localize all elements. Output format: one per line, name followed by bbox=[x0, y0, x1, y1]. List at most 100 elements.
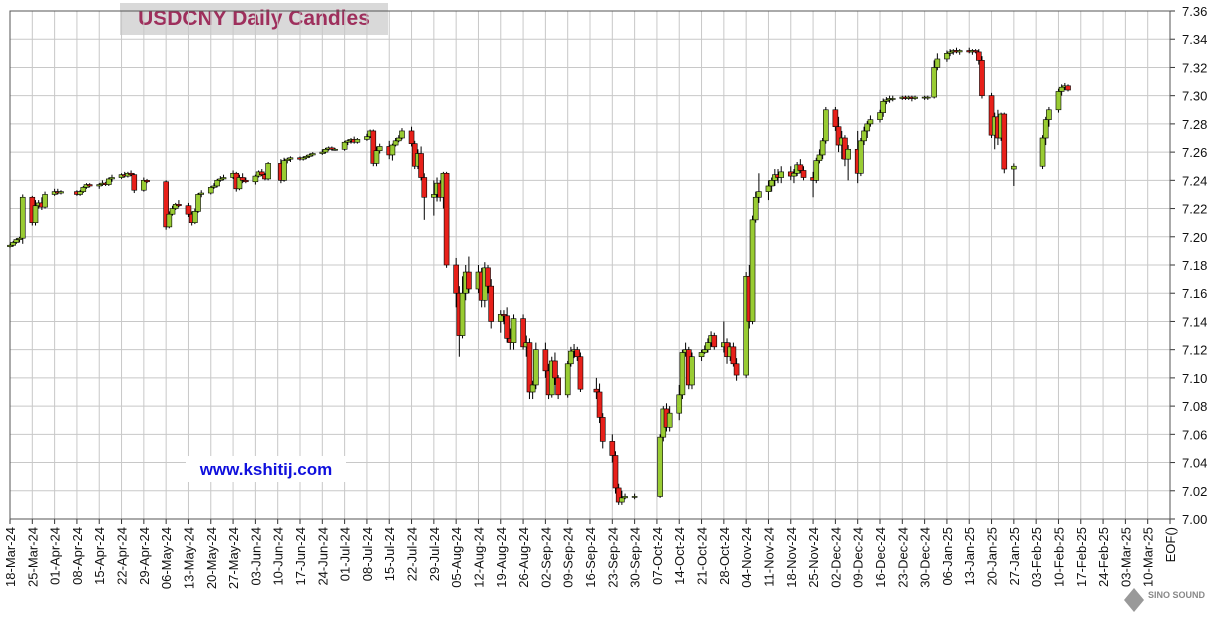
x-tick-label: 28-Oct-24 bbox=[717, 527, 732, 585]
candle-body bbox=[345, 140, 351, 143]
annotation: www.kshitij.com bbox=[199, 460, 333, 479]
y-tick-label: 7.04 bbox=[1182, 456, 1207, 471]
candle-body bbox=[332, 148, 338, 151]
x-tick-label: 10-Feb-25 bbox=[1051, 527, 1066, 587]
candle-body bbox=[198, 192, 205, 195]
candle-body bbox=[596, 391, 603, 418]
candle-body bbox=[243, 180, 249, 183]
candle-body bbox=[42, 194, 48, 208]
candle-body bbox=[797, 164, 804, 171]
x-tick-label: 29-Jul-24 bbox=[427, 527, 442, 581]
x-tick-label: 25-Nov-24 bbox=[806, 527, 821, 588]
candle-body bbox=[144, 180, 150, 183]
candle-body bbox=[510, 318, 517, 343]
watermark-logo bbox=[1124, 588, 1144, 612]
candle-body bbox=[877, 112, 883, 120]
candle-body bbox=[172, 204, 179, 209]
x-tick-label: 24-Feb-25 bbox=[1096, 527, 1111, 587]
candle-body bbox=[329, 147, 335, 150]
candle-body bbox=[975, 51, 982, 61]
candle-body bbox=[169, 208, 176, 215]
candle-body bbox=[1042, 119, 1049, 139]
candle-body bbox=[733, 363, 740, 376]
candle-body bbox=[195, 194, 201, 212]
candle-body bbox=[768, 180, 775, 187]
candle-body bbox=[631, 496, 638, 498]
y-tick-label: 7.28 bbox=[1182, 117, 1207, 132]
candle-body bbox=[207, 187, 214, 194]
x-tick-label: 03-Jun-24 bbox=[248, 527, 263, 586]
candle-body bbox=[730, 346, 737, 365]
candle-body bbox=[287, 157, 294, 160]
y-tick-label: 7.26 bbox=[1182, 145, 1207, 160]
watermark: SINO SOUND bbox=[1148, 590, 1206, 600]
candle-body bbox=[13, 239, 20, 243]
x-tick-label: 14-Oct-24 bbox=[672, 527, 687, 585]
candle-body bbox=[1058, 86, 1065, 92]
x-tick-label: 05-Aug-24 bbox=[449, 527, 464, 588]
candle-body bbox=[1055, 91, 1062, 111]
candle-body bbox=[105, 178, 112, 185]
x-tick-label: 02-Sep-24 bbox=[538, 527, 553, 588]
candle-body bbox=[666, 412, 673, 428]
candle-body bbox=[322, 148, 329, 153]
y-tick-label: 7.32 bbox=[1182, 60, 1207, 75]
candle-body bbox=[80, 187, 87, 192]
candle-body bbox=[77, 191, 83, 195]
x-tick-label: 25-Mar-24 bbox=[25, 527, 40, 587]
candle-body bbox=[944, 53, 950, 60]
candle-body bbox=[791, 172, 797, 177]
y-tick-label: 7.16 bbox=[1182, 286, 1207, 301]
candle-body bbox=[58, 191, 64, 194]
candle-body bbox=[676, 394, 683, 414]
candle-body bbox=[657, 436, 663, 497]
candle-body bbox=[689, 356, 695, 386]
candle-body bbox=[615, 487, 622, 503]
candle-body bbox=[858, 140, 864, 174]
x-tick-label: 22-Jul-24 bbox=[405, 527, 420, 581]
candle-body bbox=[749, 219, 756, 322]
candle-body bbox=[813, 160, 820, 181]
candle-body bbox=[399, 130, 405, 139]
candle-body bbox=[1065, 85, 1071, 91]
candle-body bbox=[956, 50, 963, 53]
candle-body bbox=[258, 171, 265, 175]
candle-body bbox=[845, 148, 851, 160]
x-tick-label: 01-Apr-24 bbox=[48, 527, 63, 585]
x-tick-label: 30-Dec-24 bbox=[918, 527, 933, 588]
candle-body bbox=[389, 144, 396, 156]
candle-body bbox=[934, 58, 941, 68]
candle-body bbox=[488, 285, 495, 322]
candle-body bbox=[354, 139, 361, 143]
x-tick-label: 08-Apr-24 bbox=[70, 527, 85, 585]
x-tick-label: 27-Jan-25 bbox=[1007, 527, 1022, 586]
y-tick-label: 7.12 bbox=[1182, 343, 1207, 358]
candle-body bbox=[497, 314, 504, 322]
candle-body bbox=[947, 51, 953, 54]
candle-body bbox=[568, 350, 574, 365]
x-tick-label: 06-May-24 bbox=[159, 527, 174, 589]
x-tick-label: 09-Dec-24 bbox=[851, 527, 866, 588]
y-tick-label: 7.36 bbox=[1182, 4, 1207, 19]
x-tick-label: 06-Jan-25 bbox=[940, 527, 955, 586]
candle-body bbox=[861, 130, 867, 142]
candle-body bbox=[564, 363, 571, 396]
y-tick-label: 7.10 bbox=[1182, 371, 1207, 386]
candle-body bbox=[823, 109, 829, 142]
candle-body bbox=[698, 352, 705, 358]
title-box bbox=[120, 3, 388, 35]
candle-body bbox=[501, 314, 507, 317]
candle-body bbox=[7, 244, 13, 247]
x-tick-label: 10-Mar-25 bbox=[1141, 527, 1156, 587]
candle-body bbox=[431, 194, 437, 198]
candle-body bbox=[418, 153, 424, 178]
x-tick-label: 22-Apr-24 bbox=[115, 527, 130, 585]
y-tick-label: 7.02 bbox=[1182, 484, 1207, 499]
candle-body bbox=[10, 242, 16, 246]
candle-body bbox=[306, 154, 313, 157]
candle-body bbox=[1046, 109, 1052, 120]
x-tick-label: 17-Feb-25 bbox=[1074, 527, 1089, 587]
candle-body bbox=[504, 315, 510, 339]
x-tick-label: 09-Sep-24 bbox=[561, 527, 576, 588]
